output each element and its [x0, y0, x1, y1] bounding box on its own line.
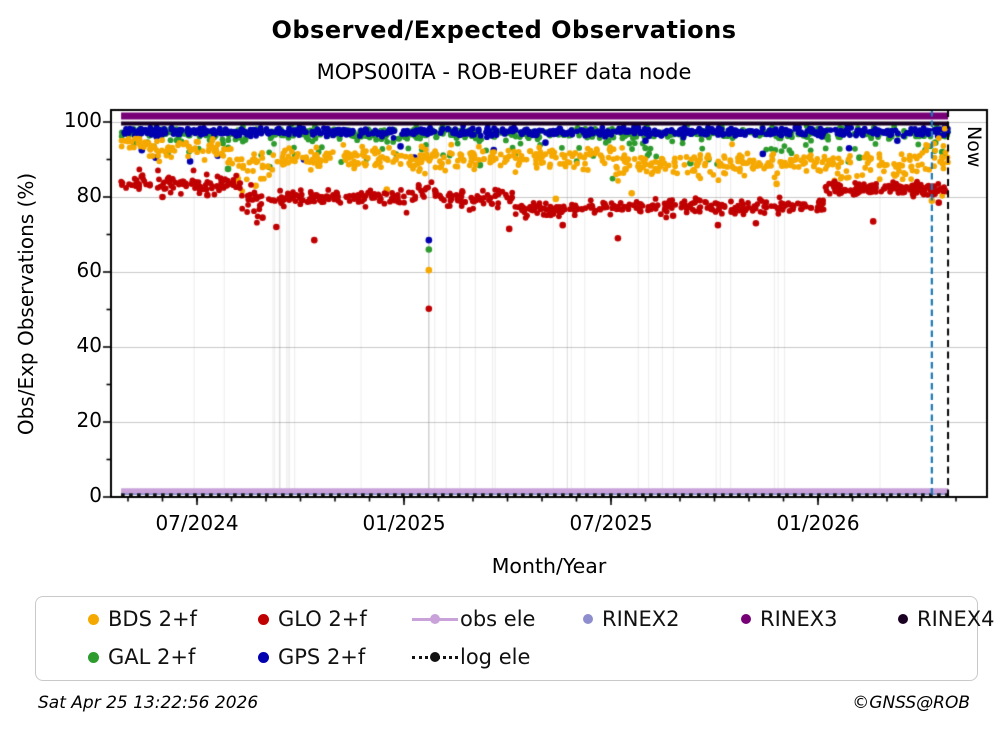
legend: BDS 2+f GLO 2+f obs ele RINEX2 RINEX3 RI… — [35, 596, 995, 681]
legend-label: GPS 2+f — [278, 645, 366, 669]
y-tick-label: 0 — [89, 483, 102, 508]
legend-label: GAL 2+f — [108, 645, 196, 669]
y-tick-label: 60 — [76, 258, 102, 283]
legend-item-rinex2: RINEX2 — [583, 607, 680, 631]
now-annotation-label: Now — [963, 126, 985, 168]
legend-label: RINEX4 — [917, 607, 995, 631]
y-tick-label: 40 — [76, 333, 102, 358]
log-ele-line-icon — [412, 651, 458, 663]
x-tick-label: 01/2026 — [776, 511, 860, 535]
obs-ele-line-icon — [412, 613, 458, 625]
copyright-text: ©GNSS@ROB — [852, 693, 970, 713]
legend-item-log-ele: log ele — [412, 645, 530, 669]
legend-label: RINEX3 — [760, 607, 838, 631]
legend-label: GLO 2+f — [278, 607, 367, 631]
timestamp-text: Sat Apr 25 13:22:56 2026 — [38, 693, 259, 713]
legend-label: log ele — [460, 645, 531, 669]
x-axis-label: Month/Year — [491, 554, 607, 578]
legend-item-rinex3: RINEX3 — [741, 607, 838, 631]
legend-label: RINEX2 — [602, 607, 680, 631]
page-subtitle: MOPS00ITA - ROB-EUREF data node — [316, 60, 692, 84]
legend-item-bds: BDS 2+f — [88, 607, 197, 631]
y-tick-label: 80 — [76, 183, 102, 208]
rinex2-marker-icon — [583, 614, 593, 624]
page-title: Observed/Expected Observations — [271, 16, 737, 44]
y-axis-label: Obs/Exp Observations (%) — [14, 172, 38, 436]
gps-marker-icon — [258, 651, 269, 663]
rinex4-marker-icon — [898, 614, 908, 624]
x-tick-label: 07/2025 — [569, 511, 653, 535]
glo-marker-icon — [258, 613, 269, 625]
legend-item-rinex4: RINEX4 — [898, 607, 995, 631]
legend-item-glo: GLO 2+f — [258, 607, 367, 631]
bds-marker-icon — [88, 613, 99, 625]
x-tick-label: 01/2025 — [362, 511, 446, 535]
rinex3-marker-icon — [741, 614, 751, 624]
legend-label: obs ele — [460, 607, 536, 631]
legend-item-gps: GPS 2+f — [258, 645, 365, 669]
legend-label: BDS 2+f — [108, 607, 197, 631]
gal-marker-icon — [88, 651, 99, 663]
legend-item-obs-ele: obs ele — [412, 607, 535, 631]
x-tick-label: 07/2024 — [155, 511, 239, 535]
legend-item-gal: GAL 2+f — [88, 645, 195, 669]
y-tick-label: 20 — [76, 408, 102, 433]
y-tick-label: 100 — [63, 108, 102, 133]
